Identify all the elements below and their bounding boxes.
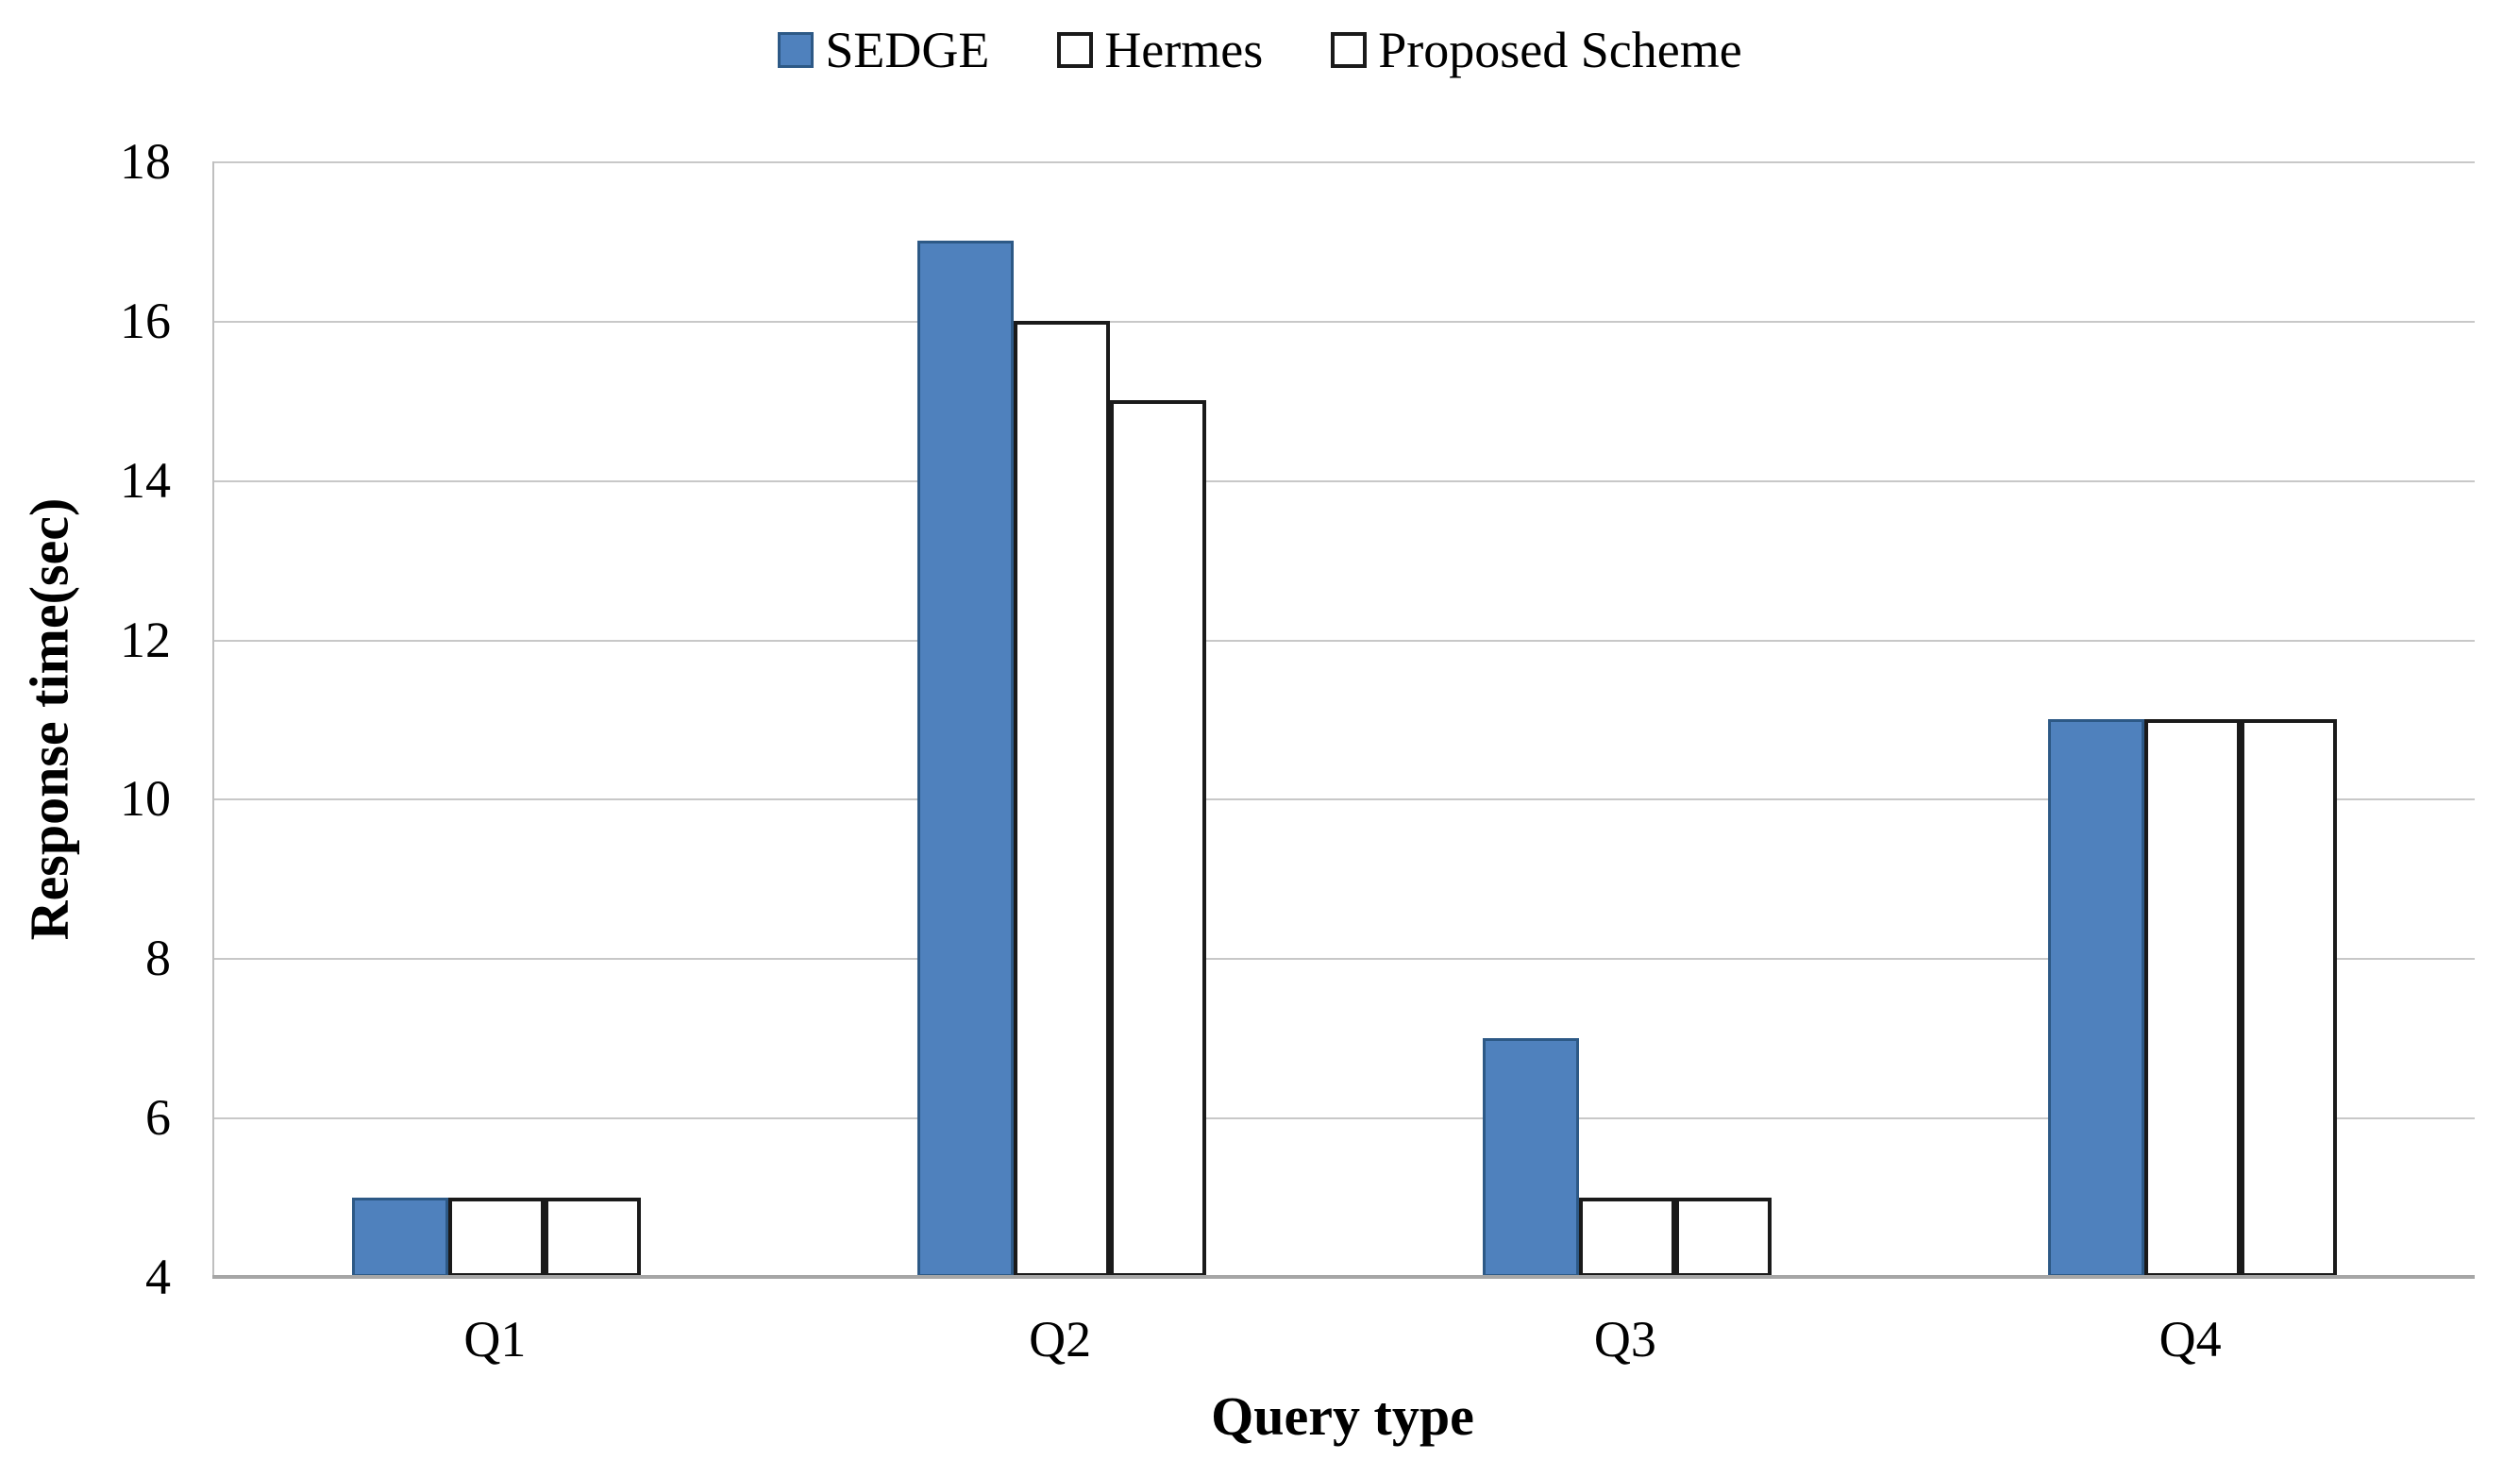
bar-hermes-q4 [2143,719,2241,1277]
y-tick-label-14: 14 [120,451,171,509]
x-axis-line [212,1275,2475,1279]
gridline-y-10 [214,798,2475,801]
bar-sedge-q3 [1482,1037,1579,1277]
x-category-labels: Q1 Q2 Q3 Q4 [212,1314,2473,1365]
gridline-y-18 [214,161,2475,163]
bar-proposed-scheme-q2 [1110,400,1207,1277]
legend: SEDGE Hermes Proposed Scheme [0,25,2520,76]
y-tick-labels: 4 6 8 10 12 14 16 18 [0,136,192,1302]
legend-item-proposed-scheme: Proposed Scheme [1331,22,1742,78]
x-category-label-q4: Q4 [2159,1311,2222,1368]
bar-proposed-scheme-q3 [1674,1197,1772,1277]
bar-proposed-scheme-q1 [545,1197,642,1277]
legend-label: SEDGE [825,22,990,78]
x-axis-title: Query type [1211,1385,1474,1447]
bar-hermes-q3 [1578,1197,1675,1277]
x-category-label-q3: Q3 [1593,1311,1656,1368]
bar-group-q2 [780,161,1345,1277]
bar-sedge-q2 [917,241,1015,1277]
y-tick-label-8: 8 [145,930,171,987]
gridline-y-12 [214,639,2475,642]
bar-hermes-q1 [448,1197,546,1277]
legend-label: Hermes [1104,22,1264,78]
bar-sedge-q4 [2047,719,2144,1277]
bar-group-q4 [1909,161,2475,1277]
y-tick-label-6: 6 [145,1089,171,1147]
gridline-y-8 [214,958,2475,961]
y-tick-label-12: 12 [120,611,171,668]
y-tick-label-18: 18 [120,133,171,190]
legend-swatch-icon [1057,32,1094,68]
gridline-y-14 [214,479,2475,482]
x-category-label-q2: Q2 [1029,1311,1092,1368]
legend-swatch-icon [778,32,815,68]
x-category-label-q1: Q1 [463,1311,527,1368]
legend-label: Proposed Scheme [1378,22,1742,78]
legend-item-sedge: SEDGE [778,25,989,76]
bar-hermes-q2 [1014,320,1111,1277]
plot-area [212,161,2475,1279]
gridline-y-16 [214,320,2475,323]
bar-proposed-scheme-q4 [2240,719,2337,1277]
y-tick-label-16: 16 [120,292,171,349]
y-tick-label-10: 10 [120,770,171,828]
bar-group-q1 [214,161,780,1277]
legend-swatch-icon [1331,32,1368,68]
bar-sedge-q1 [352,1197,449,1277]
y-tick-label-4: 4 [145,1249,171,1305]
legend-item-hermes: Hermes [1057,25,1263,76]
bar-group-q3 [1345,161,1910,1277]
bars-layer [214,161,2475,1277]
gridline-y-6 [214,1117,2475,1120]
